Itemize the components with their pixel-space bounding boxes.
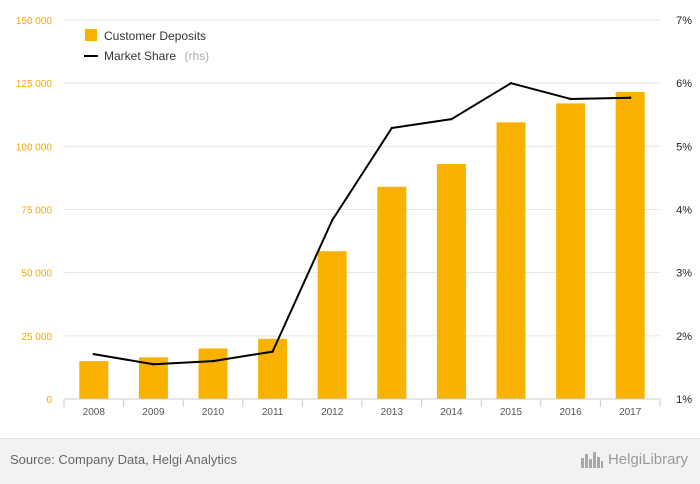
y-right-tick-label: 6%: [676, 78, 692, 90]
y-right-tick-label: 1%: [676, 394, 692, 406]
x-tick-label: 2009: [142, 407, 165, 418]
chart: 0 25 000 50 000 75 000 100 000 125 000 150 000…: [16, 15, 692, 418]
bar: [258, 338, 288, 399]
y-right-tick-label: 2%: [676, 331, 692, 343]
market-share-line: [93, 82, 631, 366]
legend: Customer Deposits Market Share (rhs): [84, 29, 209, 64]
bar: [377, 186, 407, 399]
line-point: [629, 96, 632, 99]
x-tick-label: 2014: [440, 407, 463, 418]
line-point: [390, 126, 393, 130]
bar: [436, 164, 466, 399]
y-right-tick-label: 3%: [676, 268, 692, 280]
line-point: [152, 363, 155, 366]
legend-swatch-deposits: [85, 29, 97, 41]
line-point: [331, 219, 334, 222]
line-point: [211, 359, 215, 363]
x-tick-label: 2010: [202, 407, 225, 418]
y-left-tick-label: 0: [46, 395, 52, 406]
footer: Source: Company Data, Helgi Analytics He…: [0, 438, 700, 484]
x-tick-label: 2017: [619, 407, 642, 418]
x-tick-label: 2016: [559, 407, 582, 418]
bar-series: [79, 92, 645, 399]
line-point: [509, 81, 513, 85]
x-tick-label: 2011: [262, 407, 284, 418]
x-tick-label: 2012: [321, 407, 344, 418]
bar: [556, 103, 586, 399]
legend-label-market-share-suffix: (rhs): [184, 49, 209, 63]
y-right-tick-label: 5%: [676, 141, 692, 153]
line-point: [450, 117, 453, 121]
y-left-tick-label: 25 000: [21, 332, 52, 343]
y-left-tick-label: 150 000: [16, 16, 53, 27]
x-tick-label: 2013: [381, 407, 404, 418]
y-left-tick-label: 50 000: [21, 269, 52, 280]
line-point: [271, 350, 274, 353]
line-point: [569, 97, 572, 101]
bar: [79, 361, 109, 399]
x-tick-label: 2015: [500, 407, 523, 418]
y-right-tick-label: 7%: [676, 15, 692, 27]
x-tick-label: 2008: [83, 407, 106, 418]
legend-label-market-share-name: Market Share: [104, 49, 176, 63]
bar: [496, 122, 526, 399]
axes: 0 25 000 50 000 75 000 100 000 125 000 150 000…: [16, 15, 692, 418]
line-series: [92, 81, 632, 366]
line-point: [92, 352, 96, 356]
legend-label-market-share: Market Share (rhs): [104, 47, 209, 64]
helgi-library-logo[interactable]: HelgiLibrary: [580, 450, 688, 468]
logo-text: HelgiLibrary: [607, 450, 688, 468]
y-right-tick-label: 4%: [676, 205, 692, 217]
y-left-tick-label: 125 000: [16, 79, 53, 90]
city-skyline-icon: [580, 452, 603, 468]
y-left-tick-label: 75 000: [21, 206, 52, 217]
source-text: Source: Company Data, Helgi Analytics: [10, 452, 237, 467]
bar: [317, 251, 347, 399]
y-left-tick-label: 100 000: [16, 142, 53, 153]
bar: [198, 348, 228, 399]
bar: [615, 92, 645, 399]
legend-label-deposits: Customer Deposits: [104, 29, 206, 43]
